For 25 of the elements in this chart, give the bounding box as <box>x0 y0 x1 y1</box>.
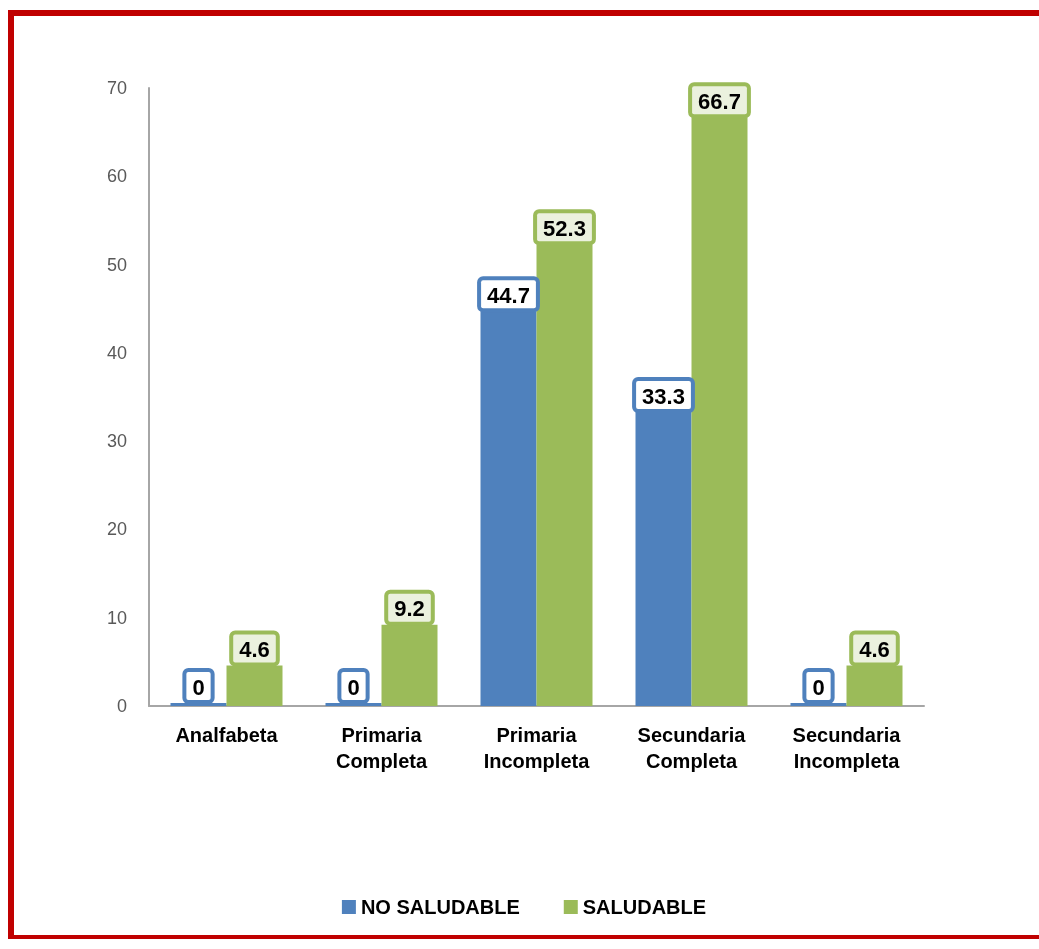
x-tick-label: Analfabeta <box>175 724 279 746</box>
data-label: 0 <box>192 674 205 700</box>
data-label: 66.7 <box>698 88 741 114</box>
data-label: 4.6 <box>859 636 890 662</box>
data-label: 0 <box>347 674 360 700</box>
data-label: 33.3 <box>642 383 685 409</box>
y-tick-label: 30 <box>106 431 127 452</box>
y-tick-label: 70 <box>106 78 127 98</box>
y-tick-label: 60 <box>106 166 127 187</box>
y-tick-label: 40 <box>106 342 127 363</box>
data-label: 44.7 <box>487 282 530 308</box>
data-label: 0 <box>812 674 825 700</box>
legend-label: SALUDABLE <box>582 896 707 918</box>
y-tick-label: 10 <box>106 607 127 628</box>
data-label: 4.6 <box>239 636 270 662</box>
y-tick-label: 0 <box>116 696 127 716</box>
data-label: 52.3 <box>543 215 586 241</box>
data-label: 9.2 <box>394 596 425 622</box>
x-tick-label: Primaria Completa <box>335 724 428 772</box>
x-tick-label: Secundaria Incompleta <box>792 724 902 772</box>
x-tick-label: Secundaria Completa <box>637 724 747 772</box>
y-tick-label: 20 <box>106 519 127 540</box>
legend-label: NO SALUDABLE <box>360 896 520 918</box>
y-tick-label: 50 <box>106 254 127 275</box>
x-tick-label: Primaria Incompleta <box>483 724 591 772</box>
